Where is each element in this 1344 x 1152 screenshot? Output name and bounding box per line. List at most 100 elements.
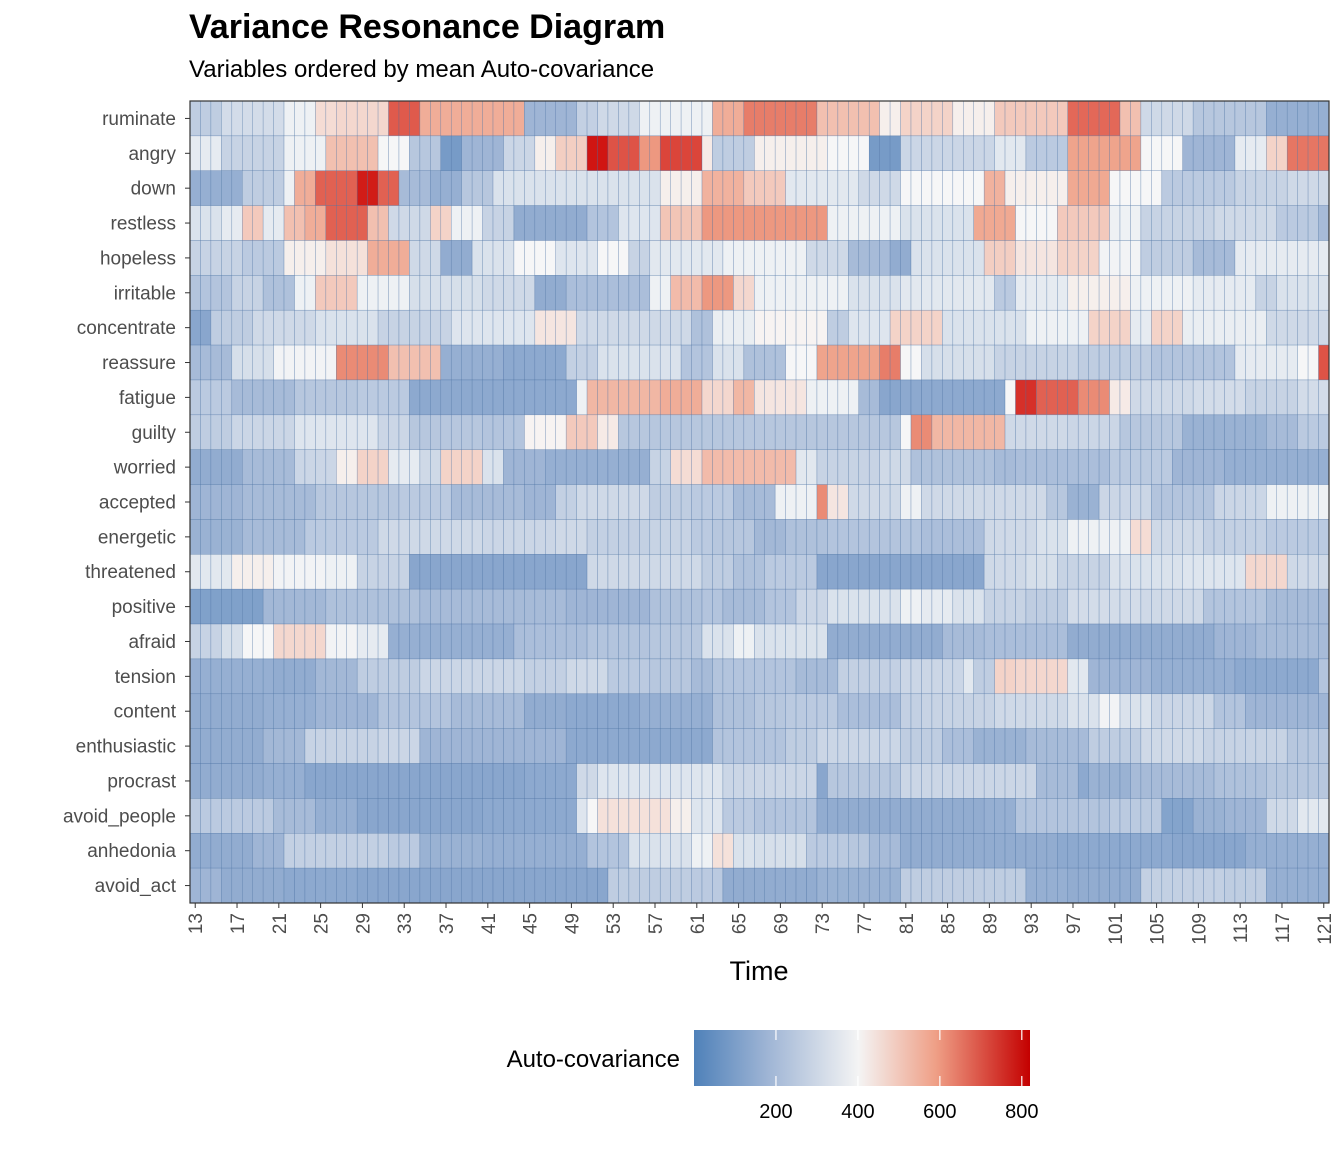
heatmap-cell: [221, 867, 233, 904]
heatmap-cell: [597, 100, 609, 137]
heatmap-cell: [492, 763, 504, 799]
heatmap-cell: [963, 867, 974, 904]
heatmap-cell: [1224, 344, 1236, 381]
heatmap-cell: [524, 275, 536, 311]
heatmap-cell: [774, 867, 786, 904]
heatmap-cell: [367, 763, 379, 799]
heatmap-cell: [764, 763, 776, 799]
heatmap-cell: [607, 798, 619, 834]
heatmap-cell: [1088, 693, 1100, 729]
heatmap-cell: [503, 275, 515, 311]
heatmap-cell: [200, 798, 212, 834]
heatmap-cell: [1213, 833, 1225, 869]
heatmap-cell: [1203, 658, 1215, 695]
heatmap-cell: [910, 344, 922, 381]
heatmap-cell: [242, 519, 253, 555]
heatmap-cell: [576, 205, 588, 241]
heatmap-cell: [325, 344, 337, 381]
heatmap-cell: [816, 763, 828, 799]
heatmap-cell: [868, 623, 880, 660]
heatmap-cell: [900, 693, 912, 729]
heatmap-cell: [712, 170, 724, 206]
heatmap-cell: [983, 798, 995, 834]
heatmap-cell: [910, 275, 922, 311]
heatmap-cell: [1088, 728, 1100, 764]
heatmap-cell: [848, 763, 860, 799]
heatmap-cell: [440, 449, 452, 485]
heatmap-cell: [722, 484, 734, 520]
heatmap-cell: [440, 623, 452, 660]
legend-tick-label: 600: [923, 1101, 956, 1123]
heatmap-cell: [1067, 867, 1079, 904]
heatmap-cell: [827, 170, 839, 206]
heatmap-cell: [1182, 379, 1194, 416]
heatmap-cell: [367, 344, 379, 381]
heatmap-cell: [1224, 170, 1236, 206]
heatmap-cell: [1245, 240, 1257, 276]
heatmap-cell: [1255, 100, 1267, 137]
heatmap-cell: [754, 100, 765, 137]
heatmap-cell: [1088, 135, 1100, 171]
heatmap-cell: [409, 588, 421, 625]
heatmap-cell: [910, 449, 922, 485]
heatmap-cell: [1067, 449, 1079, 485]
heatmap-cell: [942, 344, 954, 381]
heatmap-cell: [1088, 100, 1100, 137]
heatmap-cell: [1266, 728, 1278, 764]
heatmap-cell: [1182, 833, 1194, 869]
heatmap-cell: [1109, 623, 1121, 660]
heatmap-cell: [774, 623, 786, 660]
heatmap-cell: [879, 554, 891, 590]
heatmap-cell: [534, 833, 546, 869]
heatmap-cell: [1046, 623, 1058, 660]
heatmap-cell: [973, 867, 985, 904]
heatmap-cell: [983, 554, 995, 590]
heatmap-cell: [1307, 693, 1319, 729]
heatmap-cell: [1203, 240, 1215, 276]
heatmap-cell: [252, 519, 264, 555]
heatmap-cell: [973, 728, 985, 764]
x-tick-label: 93: [1022, 913, 1043, 934]
heatmap-cell: [712, 484, 724, 520]
heatmap-cell: [1266, 763, 1278, 799]
heatmap-cell: [388, 763, 400, 799]
heatmap-cell: [1057, 414, 1069, 450]
heatmap-cell: [273, 484, 285, 520]
heatmap-cell: [283, 275, 295, 311]
heatmap-cell: [889, 379, 901, 416]
heatmap-cell: [1245, 170, 1257, 206]
heatmap-cell: [524, 414, 536, 450]
heatmap-cell: [1203, 170, 1215, 206]
heatmap-cell: [868, 519, 880, 555]
heatmap-cell: [1098, 728, 1110, 764]
heatmap-cell: [764, 240, 776, 276]
heatmap-cell: [565, 100, 577, 137]
heatmap-cell: [659, 693, 671, 729]
heatmap-cell: [419, 100, 431, 137]
heatmap-cell: [586, 867, 598, 904]
heatmap-cell: [754, 170, 765, 206]
heatmap-cell: [325, 623, 337, 660]
heatmap-cell: [607, 449, 619, 485]
heatmap-cell: [806, 135, 818, 171]
heatmap-cell: [430, 170, 442, 206]
heatmap-cell: [743, 379, 755, 416]
heatmap-cell: [1203, 519, 1215, 555]
heatmap-cell: [774, 554, 786, 590]
heatmap-cell: [440, 275, 452, 311]
heatmap-cell: [1286, 205, 1298, 241]
heatmap-cell: [806, 833, 818, 869]
heatmap-cell: [1266, 623, 1278, 660]
heatmap-cell: [1182, 728, 1194, 764]
heatmap-cell: [555, 833, 567, 869]
heatmap-cell: [848, 588, 860, 625]
heatmap-cell: [597, 414, 609, 450]
heatmap-cell: [555, 449, 567, 485]
heatmap-cell: [1140, 728, 1152, 764]
heatmap-cell: [1088, 588, 1100, 625]
heatmap-cell: [210, 205, 222, 241]
heatmap-cell: [325, 763, 337, 799]
heatmap-cell: [1077, 484, 1089, 520]
heatmap-cell: [545, 833, 556, 869]
heatmap-cell: [889, 414, 901, 450]
